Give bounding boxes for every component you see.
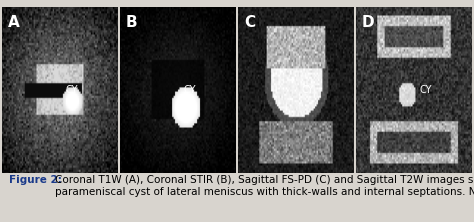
Text: B: B [126,15,137,30]
Text: C: C [244,15,255,30]
Text: CY: CY [66,85,78,95]
Text: CY: CY [419,85,432,95]
Text: D: D [362,15,374,30]
Text: A: A [8,15,20,30]
Text: CY: CY [302,85,314,95]
Text: CY: CY [184,85,196,95]
Text: Figure 2:: Figure 2: [9,175,63,185]
Text: Coronal T1W (A), Coronal STIR (B), Sagittal FS-PD (C) and Sagittal T2W images sh: Coronal T1W (A), Coronal STIR (B), Sagit… [55,175,474,197]
